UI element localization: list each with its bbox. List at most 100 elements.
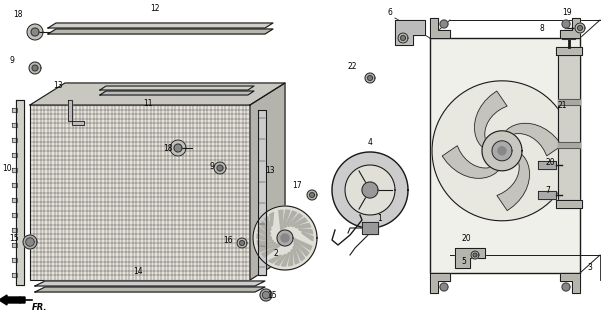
Text: 9: 9 (210, 162, 215, 171)
Polygon shape (12, 168, 17, 172)
Text: 8: 8 (540, 23, 544, 33)
Polygon shape (440, 20, 448, 28)
Polygon shape (258, 110, 266, 275)
Polygon shape (395, 20, 425, 45)
Polygon shape (240, 241, 244, 245)
Polygon shape (309, 193, 314, 197)
Polygon shape (23, 235, 37, 249)
Polygon shape (294, 240, 309, 256)
Polygon shape (250, 83, 285, 280)
Polygon shape (558, 142, 580, 148)
Polygon shape (295, 223, 311, 228)
Text: 5: 5 (461, 258, 466, 267)
Polygon shape (282, 252, 290, 266)
Polygon shape (288, 214, 303, 226)
Polygon shape (35, 287, 265, 292)
Text: 18: 18 (164, 143, 173, 153)
Polygon shape (29, 62, 41, 74)
Polygon shape (258, 244, 278, 252)
Polygon shape (299, 229, 313, 234)
Polygon shape (538, 161, 556, 169)
Polygon shape (260, 221, 271, 235)
Polygon shape (27, 24, 43, 40)
Text: 3: 3 (587, 263, 592, 273)
Polygon shape (558, 99, 580, 105)
Bar (30, 105, 250, 280)
Polygon shape (440, 283, 448, 291)
Text: 1: 1 (378, 213, 382, 222)
Polygon shape (12, 273, 17, 277)
Polygon shape (263, 292, 269, 299)
Polygon shape (269, 255, 282, 263)
Text: 18: 18 (13, 10, 22, 19)
Polygon shape (362, 222, 378, 234)
Text: 12: 12 (150, 4, 160, 12)
FancyArrow shape (0, 295, 25, 305)
Polygon shape (279, 210, 283, 231)
Polygon shape (257, 234, 273, 242)
Polygon shape (442, 146, 499, 178)
Polygon shape (12, 228, 17, 232)
Polygon shape (560, 18, 580, 38)
Polygon shape (170, 140, 186, 156)
Polygon shape (365, 73, 375, 83)
Polygon shape (217, 165, 223, 171)
Polygon shape (498, 147, 506, 155)
Text: 9: 9 (10, 55, 15, 65)
Polygon shape (12, 198, 17, 202)
Polygon shape (455, 248, 485, 268)
Text: 15: 15 (9, 234, 19, 243)
Polygon shape (31, 28, 39, 36)
Polygon shape (558, 55, 580, 200)
Polygon shape (258, 227, 271, 239)
Polygon shape (32, 65, 38, 71)
Polygon shape (294, 243, 305, 261)
Polygon shape (497, 154, 530, 211)
Text: 7: 7 (545, 186, 550, 195)
Polygon shape (214, 162, 226, 174)
Polygon shape (275, 254, 286, 265)
Polygon shape (505, 123, 562, 156)
Polygon shape (281, 234, 289, 242)
Polygon shape (362, 182, 378, 198)
Polygon shape (270, 212, 274, 227)
Text: 4: 4 (368, 138, 373, 147)
Polygon shape (430, 18, 450, 38)
Polygon shape (35, 281, 265, 286)
Text: 13: 13 (265, 165, 275, 174)
Polygon shape (12, 258, 17, 262)
Polygon shape (283, 210, 290, 229)
Polygon shape (556, 47, 582, 55)
Polygon shape (482, 131, 522, 171)
Polygon shape (367, 76, 373, 81)
Polygon shape (288, 250, 292, 266)
Polygon shape (560, 273, 580, 293)
Text: 17: 17 (292, 180, 302, 189)
Text: 20: 20 (461, 234, 471, 243)
Polygon shape (12, 153, 17, 157)
Polygon shape (12, 138, 17, 142)
Text: 19: 19 (562, 7, 572, 17)
Text: 11: 11 (143, 99, 153, 108)
Polygon shape (237, 238, 247, 248)
Polygon shape (264, 216, 271, 231)
Polygon shape (285, 211, 297, 227)
Text: 16: 16 (223, 236, 233, 244)
Polygon shape (345, 165, 395, 215)
Polygon shape (12, 243, 17, 247)
Polygon shape (174, 144, 182, 152)
Text: FR.: FR. (32, 303, 47, 312)
Text: 6: 6 (387, 7, 392, 17)
Polygon shape (100, 86, 254, 90)
Polygon shape (262, 244, 281, 257)
Polygon shape (430, 38, 580, 273)
Polygon shape (277, 230, 293, 246)
Polygon shape (293, 238, 312, 250)
Polygon shape (100, 91, 254, 95)
Polygon shape (307, 190, 317, 200)
Polygon shape (68, 100, 84, 125)
Polygon shape (474, 91, 507, 147)
Polygon shape (538, 191, 556, 199)
Polygon shape (12, 213, 17, 217)
Polygon shape (562, 20, 570, 28)
